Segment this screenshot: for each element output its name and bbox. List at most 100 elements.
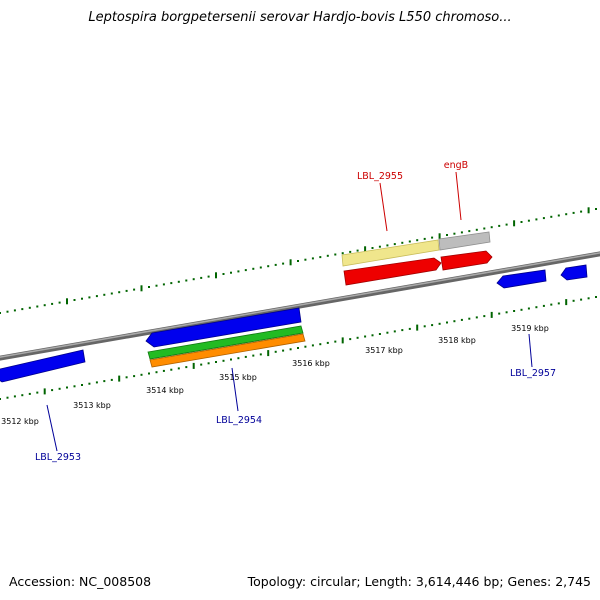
- minor-tick: [88, 382, 91, 385]
- major-tick: [66, 298, 68, 305]
- minor-tick: [237, 270, 240, 273]
- minor-tick: [43, 304, 46, 307]
- major-tick: [565, 299, 568, 306]
- major-tick: [118, 375, 121, 382]
- minor-tick: [36, 391, 39, 394]
- gene-label-lbl-2953[interactable]: LBL_2953: [35, 452, 81, 463]
- minor-tick: [230, 358, 232, 361]
- minor-tick: [334, 253, 337, 256]
- gene-lbl-2955-track[interactable]: [341, 239, 442, 286]
- minor-tick: [311, 257, 314, 260]
- minor-tick: [550, 303, 553, 306]
- minor-tick: [36, 305, 39, 308]
- minor-tick: [498, 224, 501, 227]
- minor-tick: [259, 353, 262, 356]
- major-tick: [215, 272, 217, 279]
- minor-tick: [0, 312, 1, 314]
- minor-tick: [110, 292, 113, 295]
- accession-text: Accession: NC_008508: [9, 574, 152, 589]
- major-tick: [140, 285, 143, 292]
- gene-lbl-2957[interactable]: [496, 269, 547, 289]
- minor-tick: [207, 275, 210, 278]
- minor-tick: [319, 343, 322, 346]
- minor-tick: [192, 278, 195, 281]
- minor-tick: [393, 243, 396, 246]
- minor-tick: [572, 211, 575, 214]
- minor-tick: [125, 289, 128, 292]
- minor-tick: [431, 324, 434, 327]
- minor-tick: [453, 320, 456, 323]
- gene-engb-track[interactable]: [438, 231, 493, 271]
- tick-label-3516: 3516 kbp: [292, 359, 330, 368]
- gene-label-engb[interactable]: engB: [444, 160, 468, 171]
- minor-tick: [438, 322, 441, 325]
- minor-tick: [297, 260, 299, 262]
- minor-tick: [535, 306, 538, 309]
- minor-tick: [304, 345, 307, 348]
- gene-next-partial[interactable]: [560, 264, 588, 281]
- minor-tick: [155, 284, 158, 287]
- minor-tick: [58, 301, 61, 304]
- minor-tick: [73, 385, 76, 388]
- minor-tick: [103, 380, 106, 383]
- minor-tick: [349, 338, 352, 341]
- minor-tick: [244, 269, 247, 272]
- minor-tick: [81, 297, 83, 300]
- minor-tick: [185, 279, 188, 282]
- minor-tick: [162, 283, 165, 286]
- minor-tick: [6, 310, 9, 313]
- gene-label-lbl-2955[interactable]: LBL_2955: [357, 171, 403, 182]
- forward-strand-ticks: [0, 207, 597, 314]
- gene-label-lbl-2957[interactable]: LBL_2957: [510, 368, 556, 379]
- minor-tick: [222, 273, 225, 275]
- gene-lbl-2955-misc[interactable]: [341, 239, 440, 267]
- minor-tick: [423, 237, 426, 240]
- tick-label-3514: 3514 kbp: [146, 386, 184, 395]
- minor-tick: [110, 378, 113, 381]
- major-tick: [364, 246, 367, 253]
- leader-line-lbl-2955: [379, 182, 388, 232]
- minor-tick: [565, 213, 568, 216]
- minor-tick: [230, 271, 232, 274]
- minor-tick: [282, 262, 285, 265]
- minor-tick: [95, 381, 98, 384]
- major-tick: [513, 220, 516, 227]
- minor-tick: [0, 398, 1, 400]
- minor-tick: [527, 307, 530, 310]
- major-tick: [43, 388, 46, 395]
- gene-lbl-2954-orange-feature[interactable]: [149, 333, 306, 368]
- minor-tick: [51, 302, 54, 305]
- minor-tick: [252, 354, 255, 357]
- minor-tick: [580, 210, 583, 213]
- minor-tick: [453, 232, 456, 235]
- minor-tick: [334, 340, 337, 343]
- minor-tick: [304, 258, 307, 261]
- minor-tick: [505, 223, 508, 226]
- minor-tick: [185, 366, 188, 369]
- minor-tick: [490, 226, 493, 229]
- gene-lbl-2954-green-feature[interactable]: [147, 325, 304, 360]
- minor-tick: [177, 367, 180, 370]
- minor-tick: [282, 349, 285, 352]
- gene-lbl-2955[interactable]: [343, 257, 442, 286]
- minor-tick: [371, 334, 374, 337]
- gene-engb[interactable]: [440, 250, 493, 271]
- minor-tick: [215, 361, 217, 363]
- minor-tick: [103, 293, 106, 296]
- tick-label-3513: 3513 kbp: [73, 401, 111, 410]
- gene-lbl-2953[interactable]: [0, 349, 86, 383]
- gene-engb-misc[interactable]: [438, 231, 491, 251]
- minor-tick: [423, 325, 426, 328]
- minor-tick: [95, 295, 98, 298]
- minor-tick: [587, 297, 590, 300]
- minor-tick: [133, 288, 136, 291]
- major-tick: [438, 233, 441, 240]
- minor-tick: [289, 348, 292, 351]
- minor-tick: [378, 245, 381, 248]
- gene-lbl-2954[interactable]: [145, 307, 302, 348]
- gene-label-lbl-2954[interactable]: LBL_2954: [216, 415, 262, 426]
- minor-tick: [371, 247, 374, 249]
- minor-tick: [378, 333, 381, 335]
